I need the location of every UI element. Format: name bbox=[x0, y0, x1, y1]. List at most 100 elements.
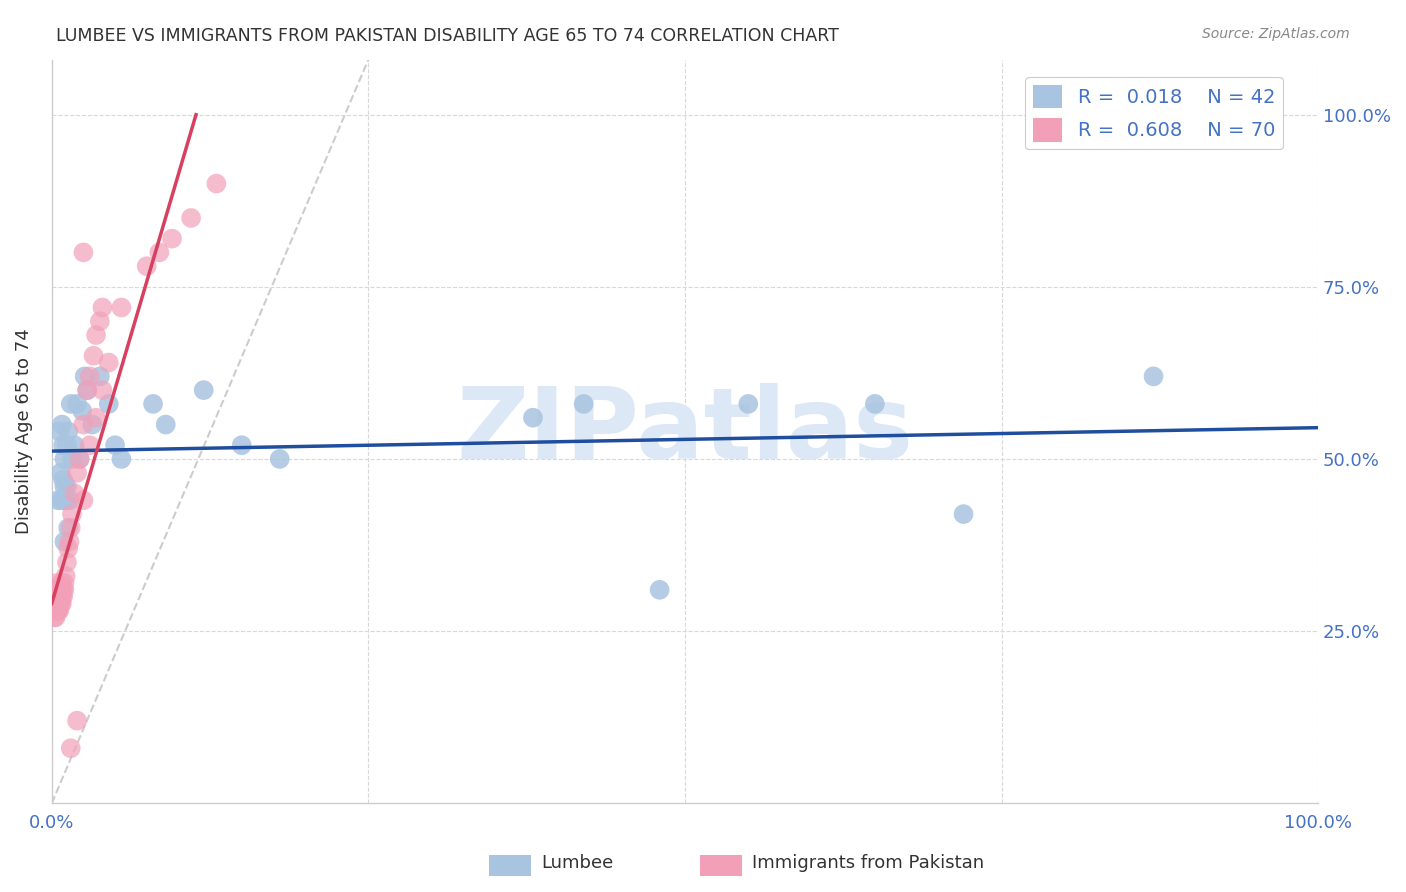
Point bbox=[63, 438, 86, 452]
Point bbox=[572, 397, 595, 411]
Point bbox=[49, 590, 72, 604]
Point bbox=[72, 245, 94, 260]
Point bbox=[58, 534, 80, 549]
Point bbox=[72, 417, 94, 432]
Point bbox=[648, 582, 671, 597]
Point bbox=[44, 610, 66, 624]
Point bbox=[53, 576, 76, 591]
Point bbox=[89, 369, 111, 384]
Point bbox=[49, 597, 72, 611]
Text: Source: ZipAtlas.com: Source: ZipAtlas.com bbox=[1202, 27, 1350, 41]
Point bbox=[46, 590, 69, 604]
Point bbox=[69, 452, 91, 467]
Point bbox=[84, 328, 107, 343]
Point bbox=[51, 597, 73, 611]
Point bbox=[110, 301, 132, 315]
Point bbox=[59, 741, 82, 756]
Point bbox=[45, 582, 67, 597]
Point bbox=[53, 493, 76, 508]
Point bbox=[45, 582, 67, 597]
Point bbox=[45, 603, 67, 617]
Point bbox=[76, 383, 98, 397]
Point bbox=[58, 521, 80, 535]
Point bbox=[952, 507, 974, 521]
Point bbox=[1142, 369, 1164, 384]
Point bbox=[53, 534, 76, 549]
Point bbox=[46, 582, 69, 597]
Point bbox=[66, 397, 89, 411]
Point bbox=[60, 507, 83, 521]
Point bbox=[205, 177, 228, 191]
Point bbox=[45, 610, 67, 624]
Point bbox=[522, 410, 544, 425]
Point bbox=[76, 383, 98, 397]
Point bbox=[46, 603, 69, 617]
Text: ZIPatlas: ZIPatlas bbox=[457, 383, 914, 480]
Point bbox=[142, 397, 165, 411]
Point bbox=[51, 576, 73, 591]
Point bbox=[58, 493, 80, 508]
Point bbox=[97, 397, 120, 411]
Point bbox=[83, 349, 105, 363]
Point bbox=[52, 582, 75, 597]
Point bbox=[79, 369, 101, 384]
Point bbox=[66, 714, 89, 728]
Point bbox=[148, 245, 170, 260]
Point bbox=[56, 555, 79, 569]
Point bbox=[72, 493, 94, 508]
Point bbox=[51, 417, 73, 432]
Point bbox=[44, 603, 66, 617]
Text: LUMBEE VS IMMIGRANTS FROM PAKISTAN DISABILITY AGE 65 TO 74 CORRELATION CHART: LUMBEE VS IMMIGRANTS FROM PAKISTAN DISAB… bbox=[56, 27, 839, 45]
Point bbox=[56, 479, 79, 493]
Point bbox=[45, 590, 67, 604]
Point bbox=[44, 582, 66, 597]
Point bbox=[49, 466, 72, 480]
Point bbox=[45, 590, 67, 604]
Point bbox=[51, 493, 73, 508]
Point bbox=[863, 397, 886, 411]
Point bbox=[737, 397, 759, 411]
Point bbox=[48, 597, 70, 611]
Point bbox=[45, 576, 67, 591]
Point bbox=[53, 582, 76, 597]
Point bbox=[155, 417, 177, 432]
Point bbox=[60, 452, 83, 467]
Point bbox=[231, 438, 253, 452]
Point bbox=[180, 211, 202, 225]
Point bbox=[79, 438, 101, 452]
Point bbox=[66, 466, 89, 480]
Point bbox=[55, 569, 77, 583]
Point bbox=[45, 597, 67, 611]
Point bbox=[45, 603, 67, 617]
Point bbox=[42, 582, 65, 597]
Point bbox=[63, 486, 86, 500]
Point bbox=[56, 438, 79, 452]
Point bbox=[193, 383, 215, 397]
Point bbox=[73, 369, 96, 384]
Point bbox=[48, 582, 70, 597]
Point bbox=[44, 597, 66, 611]
Point bbox=[55, 493, 77, 508]
Y-axis label: Disability Age 65 to 74: Disability Age 65 to 74 bbox=[15, 328, 32, 534]
Point bbox=[135, 259, 157, 273]
Point bbox=[82, 417, 104, 432]
Point bbox=[42, 590, 65, 604]
Point bbox=[48, 425, 70, 439]
Point bbox=[59, 521, 82, 535]
Point bbox=[51, 590, 73, 604]
Point bbox=[160, 232, 183, 246]
Point bbox=[52, 473, 75, 487]
Point bbox=[42, 597, 65, 611]
Point bbox=[59, 397, 82, 411]
Point bbox=[84, 410, 107, 425]
Point bbox=[46, 597, 69, 611]
Point bbox=[44, 590, 66, 604]
Legend: R =  0.018    N = 42, R =  0.608    N = 70: R = 0.018 N = 42, R = 0.608 N = 70 bbox=[1025, 77, 1284, 150]
Point bbox=[91, 383, 114, 397]
Point bbox=[52, 438, 75, 452]
Point bbox=[45, 597, 67, 611]
Point bbox=[89, 314, 111, 328]
Point bbox=[45, 597, 67, 611]
Point bbox=[46, 493, 69, 508]
Point bbox=[70, 404, 93, 418]
